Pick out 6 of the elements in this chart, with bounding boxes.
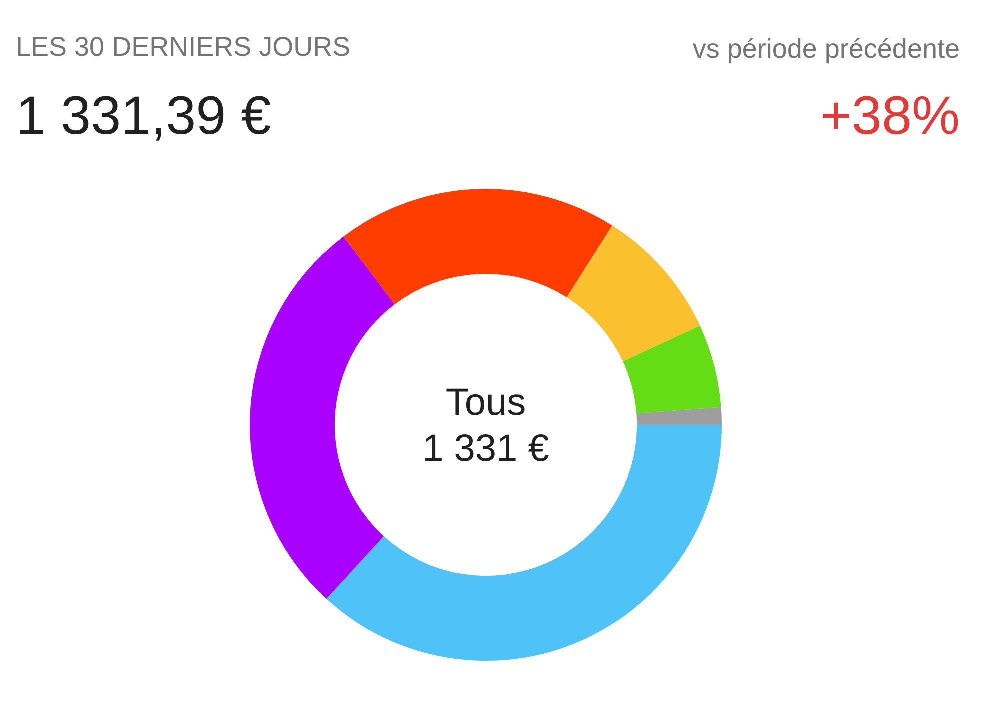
text: vs période précédente bbox=[692, 34, 960, 65]
chart-subtitle: 1 331,39 € bbox=[16, 85, 272, 147]
text: Tous bbox=[444, 381, 528, 426]
text: 1 331 € bbox=[422, 427, 550, 472]
text: +38% bbox=[820, 85, 960, 147]
chart-title: LES 30 DERNIERS JOURS bbox=[16, 32, 351, 63]
